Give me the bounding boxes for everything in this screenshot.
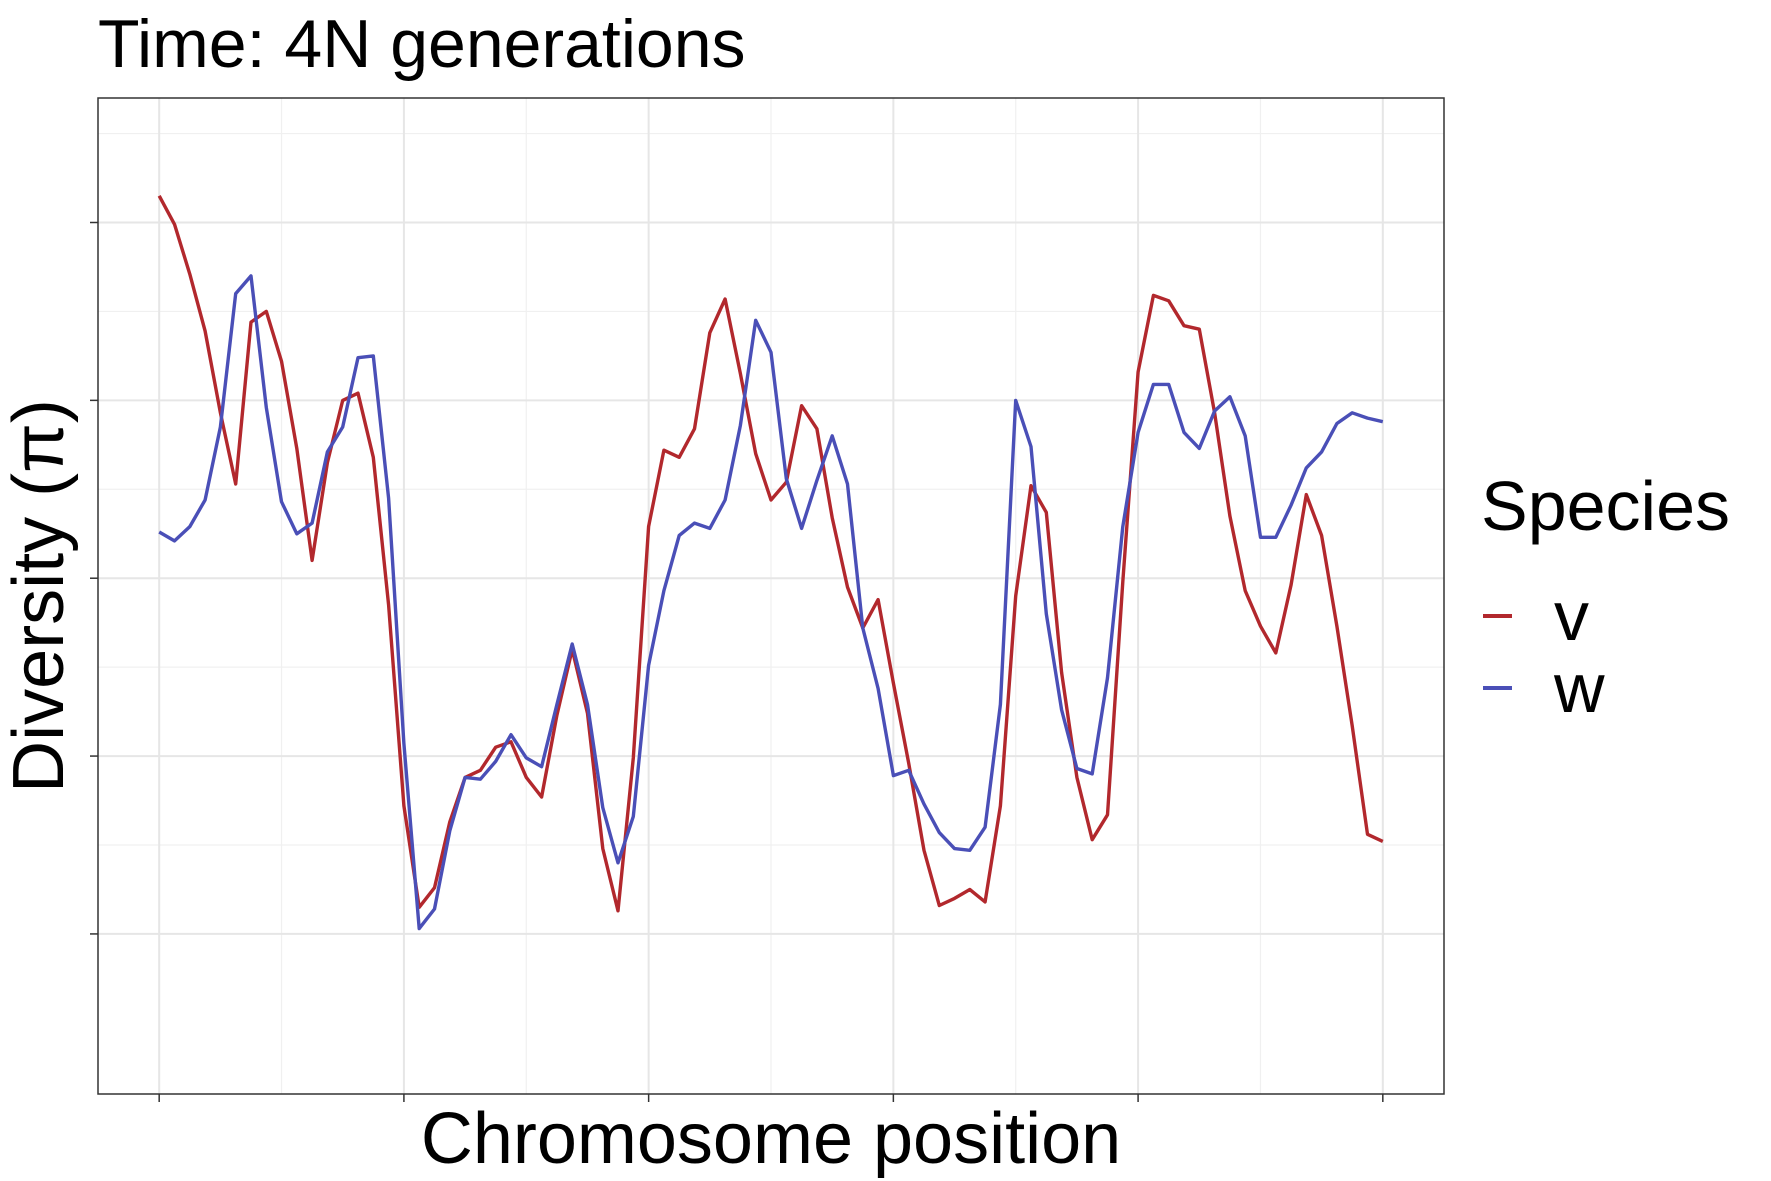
legend-label-v: v (1554, 577, 1589, 655)
grid-major (98, 98, 1444, 1094)
x-axis-label: Chromosome position (421, 1099, 1121, 1179)
legend: Species v w (1481, 467, 1730, 727)
series-layer (157, 194, 1384, 931)
chart-title: Time: 4N generations (98, 6, 746, 82)
legend-title: Species (1481, 467, 1730, 545)
y-axis-label: Diversity (π) (0, 399, 79, 793)
plot-panel-border (97, 97, 1445, 1095)
x-axis-ticks (158, 1094, 1384, 1102)
grid-minor (98, 98, 1444, 1094)
legend-label-w: w (1553, 649, 1605, 727)
y-axis-ticks (90, 221, 98, 935)
series-line-w (158, 274, 1384, 931)
series-line-v (157, 194, 1384, 913)
